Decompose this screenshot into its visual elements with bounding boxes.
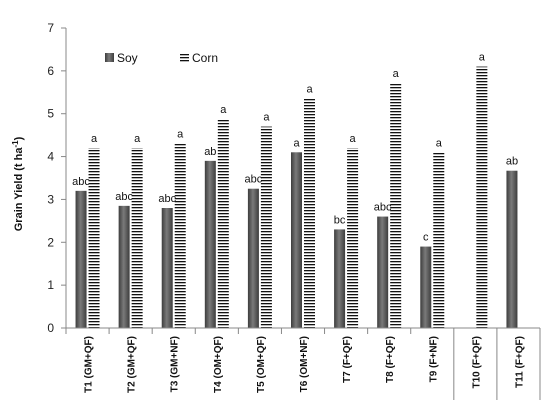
significance-label-corn: a [436,137,443,149]
y-tick-label: 2 [47,235,54,249]
category-label: T9 (F+NF) [428,336,439,382]
category-label: T10 (F+QF) [471,336,482,389]
bar-corn [131,148,143,328]
significance-label-corn: a [91,133,98,145]
significance-label-corn: a [306,84,313,96]
significance-label-corn: a [220,104,227,116]
y-tick-label: 5 [47,107,54,121]
significance-label-corn: a [350,133,357,145]
category-label: T11 (F+QF) [514,336,525,388]
bar-soy [377,216,389,328]
y-tick-label: 6 [47,64,54,78]
significance-label-soy: a [293,137,300,149]
legend-swatch-corn [180,53,189,62]
significance-label-soy: ab [204,146,216,158]
category-label: T2 (GM+QF) [127,336,138,393]
y-tick-label: 3 [47,192,54,206]
significance-label-corn: a [134,133,141,145]
significance-label-soy: abc [72,176,90,188]
significance-label-soy: bc [334,214,346,226]
significance-label-soy: abc [115,191,133,203]
significance-label-soy: c [423,232,429,244]
significance-label-corn: a [479,52,486,64]
bar-soy [291,152,302,328]
bar-soy [75,190,87,328]
bar-corn [88,148,100,328]
significance-label-soy: abc [158,193,176,205]
y-tick-label: 7 [47,21,54,35]
significance-label-corn: a [177,129,184,141]
y-tick-label: 4 [47,150,54,164]
bar-corn [476,66,488,329]
bar-soy [118,205,130,328]
bar-soy [506,170,518,328]
significance-label-corn: a [393,68,400,80]
bars [75,66,518,329]
y-axis-title: Grain Yield (t ha-1) [11,136,25,231]
bar-corn [260,126,272,328]
bar-soy [247,188,259,328]
bar-corn [347,148,359,328]
y-tick-label: 0 [47,321,54,335]
legend-swatch-soy [105,53,114,62]
legend: Soy Corn [105,51,218,65]
y-tick-label: 1 [47,278,54,292]
category-labels: T1 (GM+QF) T2 (GM+QF) T3 (GM+NF) T4 (OM+QF)… [84,336,526,393]
category-label: T5 (OM+QF) [256,336,267,393]
significance-label-soy: ab [506,156,518,168]
y-axis-ticks: 0 1 2 3 4 5 6 7 [47,21,66,335]
category-label: T4 (OM+QF) [213,336,224,393]
bar-soy [204,160,216,328]
bar-corn [217,118,229,328]
legend-label-corn: Corn [192,51,218,65]
category-label: T7 (F+QF) [342,336,353,383]
bar-corn [174,143,186,328]
bar-corn [433,152,445,328]
bar-corn [390,82,402,328]
legend-label-soy: Soy [117,51,138,65]
category-label: T6 (OM+NF) [299,336,310,392]
bar-soy [420,246,432,328]
bar-soy [334,229,346,328]
axes [65,28,541,400]
category-label: T8 (F+QF) [385,336,396,383]
category-label: T1 (GM+QF) [84,336,95,393]
significance-label-corn: a [263,112,270,124]
significance-label-soy: abc [374,202,392,214]
bar-corn [304,98,315,328]
bar-soy [161,208,173,328]
category-label: T3 (GM+NF) [170,336,181,392]
significance-label-soy: abc [245,174,263,186]
